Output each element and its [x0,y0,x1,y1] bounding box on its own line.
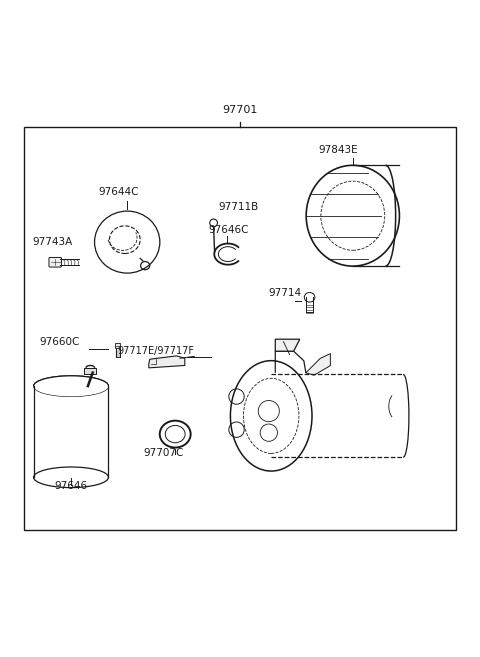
Text: 97660C: 97660C [39,337,80,347]
Text: 97646C: 97646C [209,225,249,235]
Text: 97714: 97714 [269,288,302,298]
Text: 97717E/97717F: 97717E/97717F [118,346,194,356]
Text: 97843E: 97843E [319,145,358,155]
Polygon shape [275,339,300,351]
Text: 97644C: 97644C [98,187,139,197]
Text: 97701: 97701 [222,105,258,115]
Bar [84,369,96,374]
Bar [24,127,456,530]
Text: 97743A: 97743A [33,237,73,247]
Bar [115,344,120,348]
Ellipse shape [34,376,108,396]
Text: 97711B: 97711B [218,202,259,212]
FancyBboxPatch shape [49,258,61,267]
Polygon shape [306,353,330,375]
Text: 97646: 97646 [54,481,88,491]
Polygon shape [149,356,185,368]
Text: 97707C: 97707C [143,448,183,458]
